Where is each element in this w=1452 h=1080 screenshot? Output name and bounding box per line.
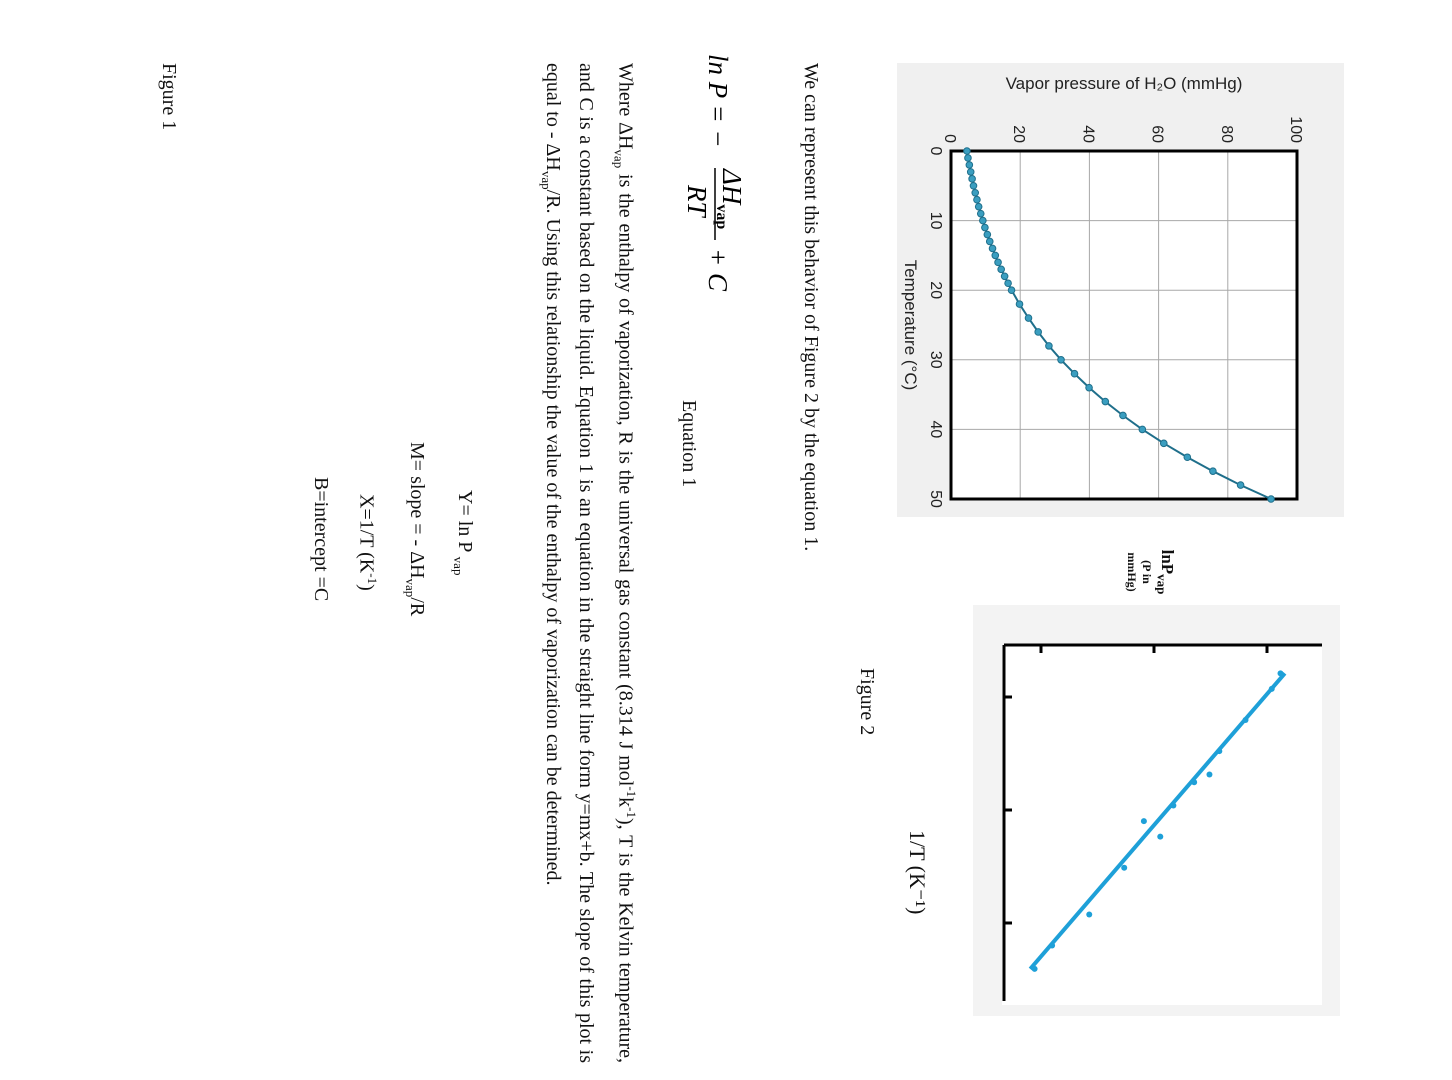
- data-point: [1191, 779, 1198, 786]
- figure-2-y-axis-label: lnPvap (P in mmHg): [1124, 542, 1177, 602]
- x-tick-label: 50: [927, 490, 944, 508]
- data-point: [1101, 397, 1110, 406]
- data-point: [1267, 495, 1275, 503]
- definition-m: M= slope = - ΔHvap/R: [403, 442, 428, 617]
- data-point: [963, 147, 971, 155]
- definition-y: Y= ln P vap: [451, 490, 476, 576]
- data-point: [1159, 439, 1168, 448]
- y-tick-label: 60: [1149, 125, 1166, 143]
- lnp-label: lnPvap: [1154, 549, 1177, 595]
- data-point: [1031, 965, 1038, 972]
- data-point: [1000, 272, 1009, 281]
- y-tick-label: 0: [941, 134, 958, 143]
- data-point: [1070, 369, 1079, 378]
- definition-x: X=1/T (K-1): [355, 494, 380, 591]
- data-point: [968, 175, 976, 183]
- data-point: [969, 182, 978, 190]
- x-tick-label: 30: [927, 351, 944, 369]
- data-point: [983, 230, 992, 239]
- data-point: [973, 195, 981, 204]
- data-point: [1049, 942, 1056, 949]
- data-point: [1024, 314, 1033, 322]
- data-point: [1045, 342, 1053, 350]
- y-tick-label: 40: [1079, 125, 1096, 143]
- equation-1-label: Equation 1: [678, 400, 700, 488]
- x-tick-label: 20: [927, 281, 944, 299]
- data-point: [1157, 833, 1164, 840]
- data-point: [971, 188, 980, 197]
- explanation-paragraph: Where ΔHvap is the enthalpy of vaporizat…: [539, 63, 639, 1063]
- definition-b: B=intercept =C: [310, 477, 332, 602]
- data-point: [1057, 356, 1065, 364]
- data-point: [991, 251, 1000, 260]
- data-point: [976, 209, 985, 218]
- data-point: [966, 168, 975, 176]
- x-axis-label: Temperature (°C): [901, 260, 920, 391]
- data-point: [974, 202, 983, 211]
- y-tick-label: 100: [1287, 116, 1304, 143]
- equation-tail: + C: [703, 248, 733, 292]
- data-point: [964, 154, 972, 162]
- x-tick-label: 10: [927, 212, 944, 230]
- y-axis-label: Vapor pressure of H₂O (mmHg): [1006, 74, 1243, 93]
- data-point: [1183, 453, 1192, 462]
- data-point: [1086, 911, 1093, 918]
- data-point: [1119, 411, 1127, 420]
- equation-denominator: RT: [682, 184, 712, 218]
- figure-2-x-axis-label: 1/T (K⁻¹): [905, 830, 930, 915]
- data-point: [1121, 864, 1128, 871]
- data-point: [979, 216, 987, 225]
- data-point: [1206, 771, 1213, 778]
- data-point: [1140, 818, 1147, 825]
- data-point: [1170, 802, 1177, 809]
- vapor-pressure-chart-svg: 0 10 20 30 40 50 0 20 40 60 80 100 Temperature (°C) V…: [901, 74, 1304, 508]
- data-point: [988, 244, 997, 253]
- plot-border: [949, 149, 1299, 501]
- data-point: [981, 223, 989, 232]
- equation-lhs: ln P = −: [703, 54, 733, 148]
- data-point: [965, 161, 974, 169]
- equation-numerator: ΔHvap: [713, 168, 747, 229]
- data-point: [1216, 748, 1223, 755]
- data-point: [994, 258, 1002, 267]
- intro-sentence: We can represent this behavior of Figure…: [800, 63, 822, 552]
- data-point: [997, 265, 1005, 274]
- data-point: [1277, 670, 1284, 677]
- plot-area: [1002, 645, 1322, 1005]
- data-point: [1138, 425, 1147, 434]
- data-point: [1209, 467, 1217, 475]
- data-point: [1015, 300, 1024, 308]
- data-point: [1007, 286, 1016, 294]
- data-point: [1004, 279, 1012, 288]
- figure-1-caption: Figure 1: [158, 63, 180, 131]
- lnp-unit-note: (P in mmHg): [1124, 552, 1154, 592]
- data-point: [1268, 685, 1275, 692]
- data-point: [1236, 481, 1245, 489]
- data-point: [985, 237, 994, 246]
- lnp-vs-inverse-t-chart-svg: [1002, 643, 1322, 1005]
- figure-2-caption: Figure 2: [856, 668, 878, 736]
- data-point: [1034, 328, 1042, 336]
- figure-1-chart: 0 10 20 30 40 50 0 20 40 60 80 100 Temperature (°C) V…: [897, 63, 1344, 517]
- x-tick-label: 40: [927, 421, 944, 439]
- x-tick-label: 0: [927, 147, 944, 156]
- data-point: [1242, 717, 1249, 723]
- equation-1: ln P = − ΔHvap RT + C: [682, 54, 747, 292]
- data-point: [1085, 383, 1093, 392]
- plot-area: [951, 151, 1297, 499]
- y-tick-label: 20: [1010, 125, 1027, 143]
- fit-line: [1028, 672, 1287, 971]
- y-tick-label: 80: [1218, 125, 1235, 143]
- figure-2-chart: [973, 605, 1340, 1016]
